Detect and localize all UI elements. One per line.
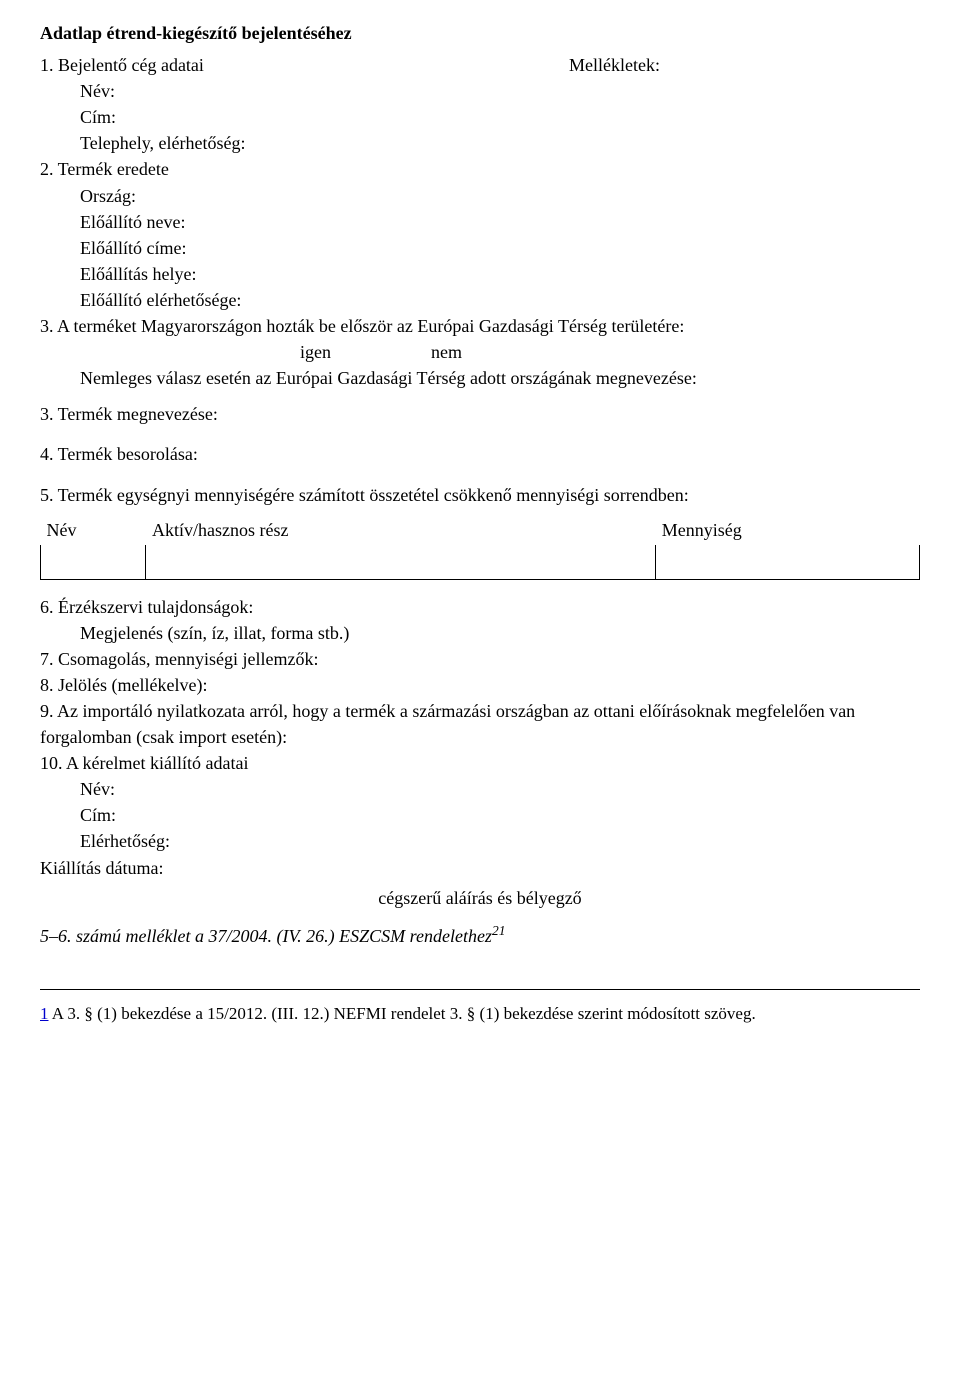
footnote: 1 A 3. § (1) bekezdése a 15/2012. (III. …: [40, 1002, 920, 1027]
field-address: Cím:: [80, 104, 920, 130]
field-producer-name: Előállító neve:: [80, 209, 920, 235]
table-row: [41, 545, 920, 580]
section4-heading: 4. Termék besorolása:: [40, 441, 920, 467]
section5-heading: 5. Termék egységnyi mennyiségére számíto…: [40, 482, 920, 508]
section8-heading: 8. Jelölés (mellékelve):: [40, 672, 920, 698]
footnote-separator: [40, 989, 920, 990]
field-producer-address: Előállító címe:: [80, 235, 920, 261]
footnote-number: 1: [40, 1004, 49, 1023]
appendix-reference-text: 5–6. számú melléklet a 37/2004. (IV. 26.…: [40, 926, 492, 946]
field-applicant-contact: Elérhetőség:: [80, 828, 920, 854]
field-site-contact: Telephely, elérhetőség:: [80, 130, 920, 156]
field-name: Név:: [80, 78, 920, 104]
section10-heading: 10. A kérelmet kiállító adatai: [40, 750, 920, 776]
table-cell: [41, 545, 146, 580]
issue-date-label: Kiállítás dátuma:: [40, 855, 920, 881]
section9-heading: 9. Az importáló nyilatkozata arról, hogy…: [40, 698, 920, 750]
section6-heading: 6. Érzékszervi tulajdonságok:: [40, 594, 920, 620]
appendix-reference: 5–6. számú melléklet a 37/2004. (IV. 26.…: [40, 921, 920, 949]
section3-heading: 3. A terméket Magyarországon hozták be e…: [40, 313, 920, 339]
table-cell: [146, 545, 656, 580]
field-producer-contact: Előállító elérhetősége:: [80, 287, 920, 313]
appendix-reference-sup: 21: [492, 923, 506, 938]
option-no: nem: [431, 339, 462, 365]
field-production-site: Előállítás helye:: [80, 261, 920, 287]
section7-heading: 7. Csomagolás, mennyiségi jellemzők:: [40, 646, 920, 672]
page-title: Adatlap étrend-kiegészítő bejelentéséhez: [40, 20, 920, 46]
table-header-active: Aktív/hasznos rész: [146, 516, 656, 545]
section3-negative-note: Nemleges válasz esetén az Európai Gazdas…: [80, 365, 920, 391]
option-yes: igen: [300, 339, 331, 365]
section2-heading: 2. Termék eredete: [40, 156, 920, 182]
field-country: Ország:: [80, 183, 920, 209]
table-cell: [656, 545, 920, 580]
section6-sub: Megjelenés (szín, íz, illat, forma stb.): [80, 620, 920, 646]
section1-heading: 1. Bejelentő cég adatai: [40, 52, 204, 78]
footnote-text: A 3. § (1) bekezdése a 15/2012. (III. 12…: [49, 1004, 756, 1023]
field-applicant-address: Cím:: [80, 802, 920, 828]
section3-product-name-heading: 3. Termék megnevezése:: [40, 401, 920, 427]
table-header-qty: Mennyiség: [656, 516, 920, 545]
composition-table: Név Aktív/hasznos rész Mennyiség: [40, 516, 920, 580]
table-header-name: Név: [41, 516, 146, 545]
signature-label: cégszerű aláírás és bélyegző: [40, 885, 920, 911]
field-applicant-name: Név:: [80, 776, 920, 802]
attachments-label: Mellékletek:: [569, 52, 660, 78]
